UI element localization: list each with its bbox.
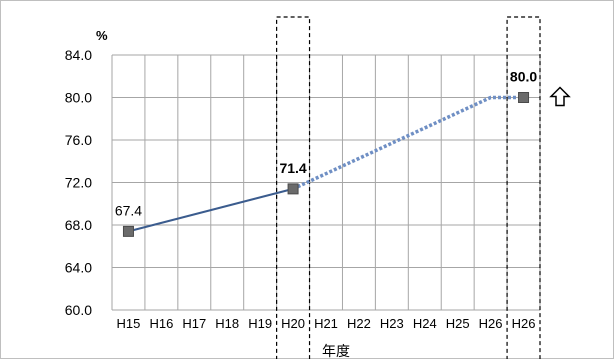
x-tick-label: H18 <box>215 316 239 331</box>
x-tick-label: H20 <box>281 316 305 331</box>
x-tick-label: H24 <box>413 316 437 331</box>
data-marker <box>122 225 134 237</box>
x-tick-label: H17 <box>182 316 206 331</box>
data-markers <box>122 92 530 237</box>
series-lines <box>128 95 524 233</box>
x-tick-label: H25 <box>446 316 470 331</box>
data-labels: 67.4 71.4 80.0 <box>115 69 538 219</box>
x-tick-label: H19 <box>248 316 272 331</box>
x-tick-label: H21 <box>314 316 338 331</box>
x-tick-label: H16 <box>149 316 173 331</box>
series-line-actual <box>128 187 294 233</box>
x-tick-label: H15 <box>117 316 141 331</box>
data-label: 71.4 <box>279 160 306 176</box>
data-marker <box>518 92 530 103</box>
x-tick-label: H26 <box>479 316 503 331</box>
x-tick-label: H23 <box>380 316 404 331</box>
y-tick-label: 68.0 <box>65 217 92 233</box>
x-axis-title: 年度 <box>322 343 350 359</box>
x-tick-label: H26 <box>512 316 536 331</box>
y-tick-label: 60.0 <box>65 302 92 318</box>
x-tick-labels: H15 H16 H17 H18 H19 H20 H21 H22 H23 H24 H25 H26 H26 <box>117 316 536 331</box>
up-arrow-shape <box>549 86 571 107</box>
data-label: 80.0 <box>510 69 537 85</box>
y-unit-label: % <box>96 28 108 43</box>
y-tick-labels: 60.0 64.0 68.0 72.0 76.0 80.0 84.0 <box>65 47 92 318</box>
series-line-target <box>292 95 524 191</box>
data-label: 67.4 <box>115 202 142 218</box>
y-tick-label: 80.0 <box>65 90 92 106</box>
data-marker <box>287 183 299 195</box>
y-tick-label: 64.0 <box>65 260 92 276</box>
y-tick-label: 84.0 <box>65 47 92 63</box>
x-tick-label: H22 <box>347 316 371 331</box>
up-arrow-outline-icon <box>549 86 571 107</box>
y-tick-label: 76.0 <box>65 132 92 148</box>
y-tick-label: 72.0 <box>65 175 92 191</box>
